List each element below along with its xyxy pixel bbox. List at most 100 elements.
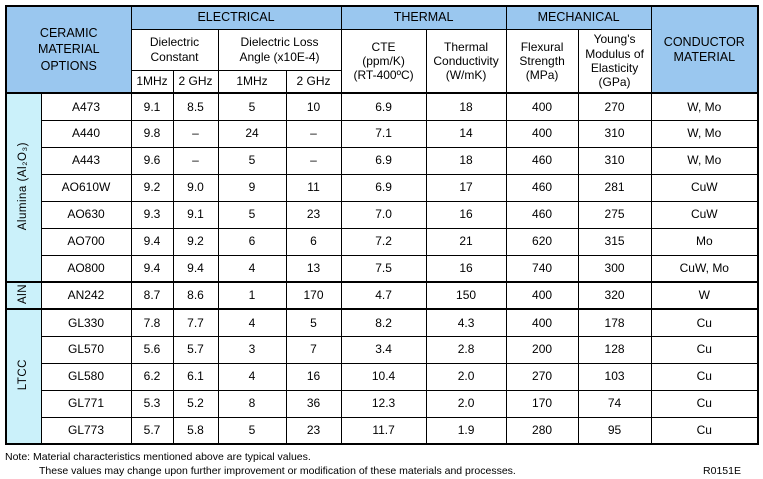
cell-loss-angle-1mhz: 24	[217, 119, 287, 148]
cell-flexural-strength: 200	[505, 335, 579, 364]
cell-loss-angle-2ghz: 16	[285, 362, 342, 391]
material-name: A440	[40, 119, 132, 148]
cell-conductor-material: Cu	[650, 416, 759, 445]
table-body: Alumina (Al₂O₃) A473 9.1 8.5 5 10 6.9 18 400 270 W…	[5, 92, 759, 445]
cell-thermal-conductivity: 2.0	[425, 389, 507, 418]
cell-dielectric-constant-2ghz: 9.0	[172, 173, 219, 202]
cell-flexural-strength: 170	[505, 389, 579, 418]
cell-youngs-modulus: 281	[577, 173, 652, 202]
cell-dielectric-constant-2ghz: 8.6	[172, 281, 219, 310]
table-row: GL580 6.2 6.1 4 16 10.4 2.0 270 103 Cu	[6, 362, 759, 391]
table-row: LTCC GL330 7.8 7.7 4 5 8.2 4.3 400 178 Cu	[5, 308, 759, 445]
cell-loss-angle-2ghz: –	[285, 119, 342, 148]
table-row: A443 9.6–5–6.9 18 460 310 W, Mo	[6, 146, 759, 175]
thermal-group-header: THERMAL	[340, 5, 507, 30]
cell-dielectric-constant-1mhz: 9.6	[130, 146, 174, 175]
group-label: LTCC	[16, 359, 29, 391]
note-line-2: These values may change upon further imp…	[39, 465, 516, 478]
cell-dielectric-constant-1mhz: 6.2	[130, 362, 174, 391]
cte-header: CTE (ppm/K) (RT-400ºC)	[340, 28, 427, 94]
cell-dielectric-constant-1mhz: 9.8	[130, 119, 174, 148]
cell-cte: 7.1	[340, 119, 427, 148]
group-alumina-al-o: Alumina (Al₂O₃)	[5, 92, 42, 283]
cell-flexural-strength: 400	[505, 119, 579, 148]
table-row: GL773 5.7 5.8 5 23 11.7 1.9 280 95 Cu	[6, 416, 759, 445]
note-line-1: Note: Material characteristics mentioned…	[5, 451, 311, 463]
cell-thermal-conductivity: 16	[425, 254, 507, 283]
table-row: A440 9.8–24–7.1 14 400 310 W, Mo	[6, 119, 759, 148]
cell-dielectric-constant-2ghz: 5.7	[172, 335, 219, 364]
cell-youngs-modulus: 320	[577, 281, 652, 310]
cell-thermal-conductivity: 2.8	[425, 335, 507, 364]
table-row: GL771 5.3 5.2 8 36 12.3 2.0 170 74 Cu	[6, 389, 759, 418]
cell-conductor-material: CuW	[650, 200, 759, 229]
cell-loss-angle-1mhz: 6	[217, 227, 287, 256]
cell-dielectric-constant-1mhz: 9.2	[130, 173, 174, 202]
cell-dielectric-constant-2ghz: 8.5	[172, 92, 219, 121]
dielectric-loss-angle-header: Dielectric Loss Angle (x10E-4)	[217, 28, 342, 71]
cell-loss-angle-1mhz: 9	[217, 173, 287, 202]
cell-flexural-strength: 620	[505, 227, 579, 256]
cell-youngs-modulus: 270	[577, 92, 652, 121]
cell-loss-angle-1mhz: 5	[217, 92, 287, 121]
cell-loss-angle-2ghz: 6	[285, 227, 342, 256]
cell-dielectric-constant-1mhz: 9.3	[130, 200, 174, 229]
cell-loss-angle-2ghz: 13	[285, 254, 342, 283]
youngs-modulus-header: Young's Modulus of Elasticity (GPa)	[577, 28, 652, 94]
cell-flexural-strength: 280	[505, 416, 579, 445]
cell-loss-angle-2ghz: 7	[285, 335, 342, 364]
freq-header-dc-1mhz: 1MHz	[130, 69, 174, 94]
material-name: GL771	[40, 389, 132, 418]
table-row: AlN AN242 8.7 8.6 1 170 4.7 150 400 320 W	[5, 281, 759, 310]
table-row: GL570 5.6 5.7 3 7 3.4 2.8 200 128 Cu	[6, 335, 759, 364]
cell-conductor-material: CuW, Mo	[650, 254, 759, 283]
table-row: AO630 9.3 9.1 5 23 7.0 16 460 275 CuW	[6, 200, 759, 229]
cell-flexural-strength: 460	[505, 173, 579, 202]
cell-thermal-conductivity: 2.0	[425, 362, 507, 391]
material-name: A443	[40, 146, 132, 175]
material-name: GL580	[40, 362, 132, 391]
material-name: A473	[40, 92, 132, 121]
dielectric-constant-header: Dielectric Constant	[130, 28, 219, 71]
cell-dielectric-constant-2ghz: 9.1	[172, 200, 219, 229]
material-name: GL330	[40, 308, 132, 337]
thermal-conductivity-header: Thermal Conductivity (W/mK)	[425, 28, 507, 94]
cell-youngs-modulus: 178	[577, 308, 652, 337]
cell-cte: 3.4	[340, 335, 427, 364]
cell-loss-angle-1mhz: 8	[217, 389, 287, 418]
cell-dielectric-constant-2ghz: 6.1	[172, 362, 219, 391]
cell-conductor-material: CuW	[650, 173, 759, 202]
footnote-lines: Note: Material characteristics mentioned…	[5, 450, 516, 478]
document-ref: R0151E	[703, 465, 741, 478]
material-name: GL773	[40, 416, 132, 445]
table-row: AO800 9.4 9.4 4 13 7.5 16 740 300 CuW, Mo	[6, 254, 759, 283]
cell-dielectric-constant-1mhz: 5.7	[130, 416, 174, 445]
electrical-group-header: ELECTRICAL	[130, 5, 342, 30]
group-label: Alumina (Al₂O₃)	[16, 141, 29, 231]
cell-cte: 8.2	[340, 308, 427, 337]
cell-youngs-modulus: 310	[577, 146, 652, 175]
cell-cte: 6.9	[340, 173, 427, 202]
material-name: GL570	[40, 335, 132, 364]
material-name: AN242	[40, 281, 132, 310]
cell-loss-angle-2ghz: –	[285, 146, 342, 175]
cell-cte: 7.5	[340, 254, 427, 283]
cell-flexural-strength: 400	[505, 308, 579, 337]
cell-dielectric-constant-1mhz: 9.4	[130, 254, 174, 283]
cell-loss-angle-1mhz: 5	[217, 416, 287, 445]
cell-youngs-modulus: 103	[577, 362, 652, 391]
cell-flexural-strength: 740	[505, 254, 579, 283]
cell-dielectric-constant-1mhz: 8.7	[130, 281, 174, 310]
cell-loss-angle-2ghz: 11	[285, 173, 342, 202]
cell-loss-angle-1mhz: 4	[217, 254, 287, 283]
cell-flexural-strength: 270	[505, 362, 579, 391]
cell-thermal-conductivity: 1.9	[425, 416, 507, 445]
cell-dielectric-constant-1mhz: 5.6	[130, 335, 174, 364]
cell-thermal-conductivity: 150	[425, 281, 507, 310]
cell-thermal-conductivity: 14	[425, 119, 507, 148]
cell-cte: 7.0	[340, 200, 427, 229]
cell-loss-angle-2ghz: 23	[285, 200, 342, 229]
cell-thermal-conductivity: 18	[425, 146, 507, 175]
cell-conductor-material: Cu	[650, 335, 759, 364]
